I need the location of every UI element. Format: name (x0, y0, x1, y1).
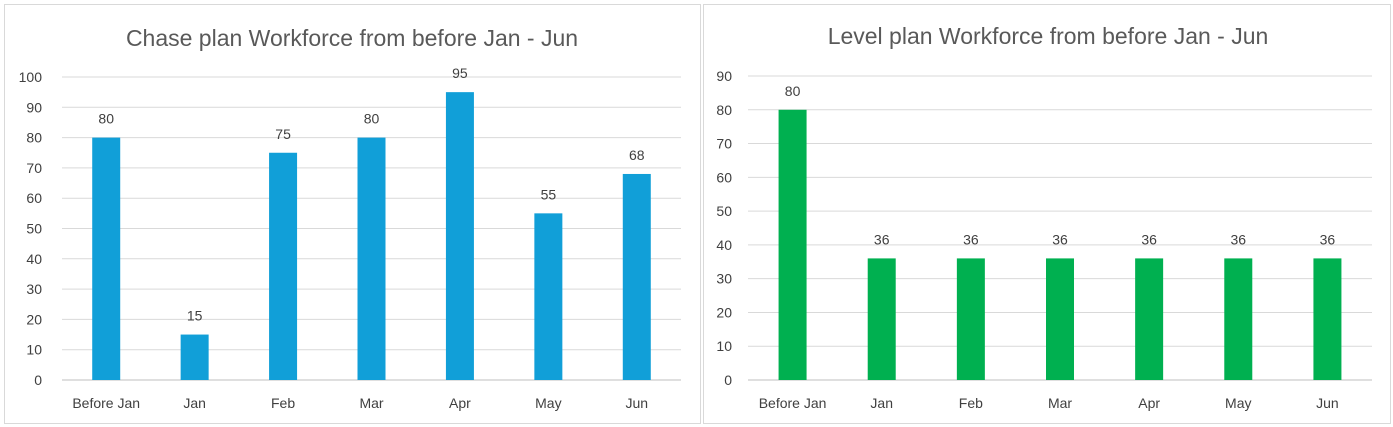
level-data-label: 36 (874, 231, 890, 247)
chase-y-tick-label: 60 (26, 190, 42, 206)
level-bar (956, 258, 985, 380)
level-y-tick-label: 70 (716, 136, 732, 152)
chase-chart-title: Chase plan Workforce from before Jan - J… (126, 25, 578, 51)
chase-data-label: 95 (452, 65, 468, 81)
chase-category-label: Jan (183, 395, 206, 411)
level-y-tick-label: 60 (716, 169, 732, 185)
level-data-label: 36 (1320, 231, 1336, 247)
chase-bar (622, 173, 651, 380)
level-category-label: Apr (1138, 395, 1160, 411)
chase-plan-chart: Chase plan Workforce from before Jan - J… (19, 25, 681, 411)
chase-data-label: 80 (98, 111, 114, 127)
chase-category-label: Mar (359, 395, 383, 411)
level-data-label: 36 (1141, 231, 1157, 247)
level-bar (1313, 258, 1342, 380)
level-y-tick-label: 80 (716, 102, 732, 118)
chase-y-tick-label: 20 (26, 311, 42, 327)
chase-bar (534, 213, 563, 380)
level-category-label: Jan (870, 395, 893, 411)
level-bar (1224, 258, 1253, 380)
level-chart-title: Level plan Workforce from before Jan - J… (828, 23, 1269, 49)
chase-y-tick-label: 70 (26, 160, 42, 176)
chase-bar (445, 92, 474, 381)
level-data-label: 36 (1052, 231, 1068, 247)
level-category-label: Before Jan (759, 395, 827, 411)
chase-bar (180, 334, 209, 380)
chase-y-tick-label: 40 (26, 251, 42, 267)
level-category-label: Jun (1316, 395, 1339, 411)
level-bar (867, 258, 896, 380)
level-category-label: Feb (959, 395, 983, 411)
level-y-tick-label: 40 (716, 237, 732, 253)
level-plan-chart-panel: Level plan Workforce from before Jan - J… (703, 4, 1391, 424)
chase-data-label: 68 (629, 147, 645, 163)
level-bar (778, 109, 807, 381)
level-category-label: Mar (1048, 395, 1072, 411)
chase-y-tick-label: 80 (26, 130, 42, 146)
chase-y-tick-label: 90 (26, 99, 42, 115)
level-y-tick-label: 20 (716, 304, 732, 320)
chase-bar (92, 137, 121, 380)
chase-y-tick-label: 50 (26, 221, 42, 237)
chase-category-label: Feb (271, 395, 295, 411)
level-plan-chart: Level plan Workforce from before Jan - J… (716, 23, 1372, 411)
chase-category-label: May (535, 395, 561, 411)
level-category-label: May (1225, 395, 1251, 411)
chase-category-label: Apr (449, 395, 471, 411)
chase-category-label: Jun (625, 395, 648, 411)
level-data-label: 36 (1230, 231, 1246, 247)
chase-y-tick-label: 10 (26, 342, 42, 358)
level-data-label: 36 (963, 231, 979, 247)
level-y-tick-label: 50 (716, 203, 732, 219)
level-y-tick-label: 90 (716, 68, 732, 84)
chase-data-label: 80 (364, 111, 380, 127)
chase-category-label: Before Jan (72, 395, 140, 411)
level-y-tick-label: 30 (716, 271, 732, 287)
level-y-tick-label: 10 (716, 338, 732, 354)
level-bar (1135, 258, 1164, 380)
level-data-label: 80 (785, 83, 801, 99)
chase-y-tick-label: 30 (26, 281, 42, 297)
level-y-tick-label: 0 (724, 372, 732, 388)
chase-bar (357, 137, 386, 380)
chase-y-tick-label: 0 (34, 372, 42, 388)
chase-bar (269, 152, 298, 380)
chase-y-tick-label: 100 (19, 69, 43, 85)
chase-data-label: 55 (541, 186, 557, 202)
chase-data-label: 15 (187, 308, 203, 324)
level-bar (1046, 258, 1074, 380)
chase-data-label: 75 (275, 126, 291, 142)
chase-plan-chart-panel: Chase plan Workforce from before Jan - J… (4, 4, 701, 424)
